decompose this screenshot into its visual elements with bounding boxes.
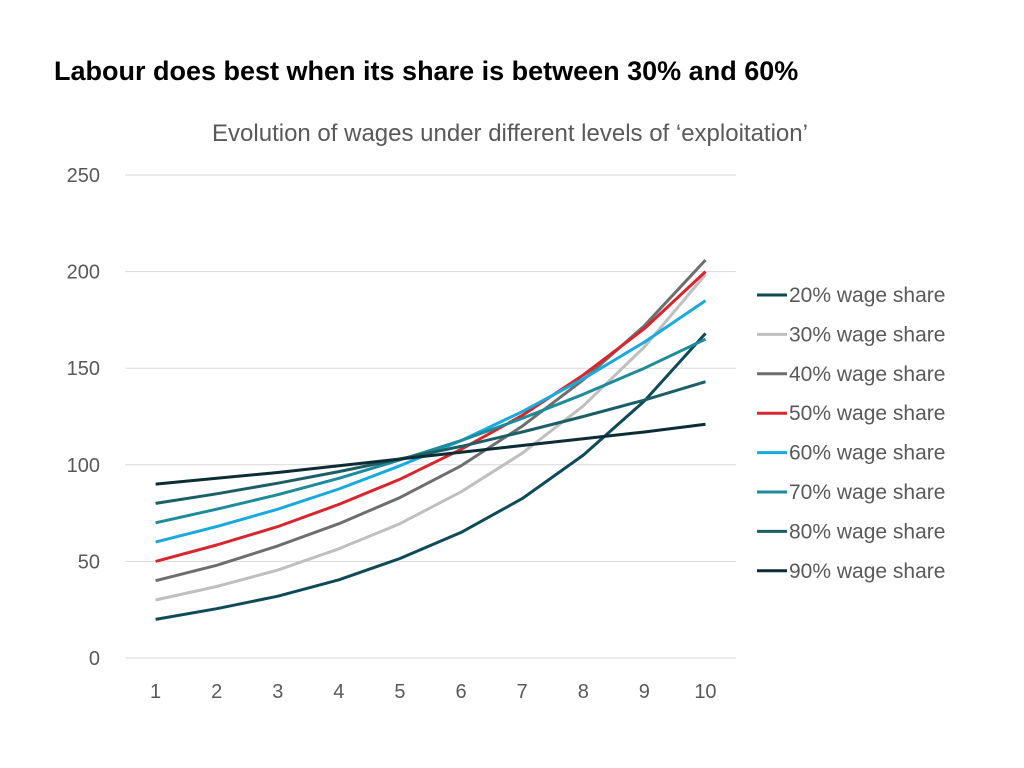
y-tick-label: 150 <box>67 358 100 380</box>
series-line <box>155 422 706 486</box>
y-tick-label: 250 <box>67 165 100 187</box>
legend-label: 40% wage share <box>789 363 945 386</box>
legend-label: 70% wage share <box>789 481 945 504</box>
x-tick-label: 4 <box>333 681 344 703</box>
series-line <box>155 380 706 505</box>
series-lines <box>155 258 707 621</box>
legend-label: 20% wage share <box>789 284 945 307</box>
legend-label: 60% wage share <box>789 442 945 465</box>
y-tick-label: 200 <box>67 262 100 284</box>
x-tick-label: 2 <box>211 681 222 703</box>
legend-label: 90% wage share <box>789 560 945 583</box>
x-tick-label: 5 <box>394 681 405 703</box>
series-line <box>155 270 707 563</box>
legend: 20% wage share 30% wage share 40% wage sha… <box>757 284 945 583</box>
x-axis-ticks: 1 2 3 4 5 6 7 8 9 10 <box>150 681 717 703</box>
legend-item: 70% wage share <box>757 481 945 504</box>
x-tick-label: 8 <box>578 681 589 703</box>
legend-item: 40% wage share <box>757 363 945 386</box>
x-tick-label: 6 <box>455 681 466 703</box>
y-tick-label: 0 <box>89 648 100 670</box>
series-line <box>155 273 707 602</box>
legend-label: 50% wage share <box>789 402 945 425</box>
legend-item: 50% wage share <box>757 402 945 425</box>
series-line <box>155 337 707 525</box>
legend-label: 80% wage share <box>789 520 945 543</box>
x-tick-label: 3 <box>272 681 283 703</box>
y-tick-label: 100 <box>67 455 100 477</box>
y-tick-label: 50 <box>78 551 100 573</box>
x-tick-label: 10 <box>694 681 716 703</box>
y-axis-ticks: 0 50 100 150 200 250 <box>67 165 100 670</box>
x-tick-label: 1 <box>150 681 161 703</box>
series-line <box>155 332 707 621</box>
legend-item: 20% wage share <box>757 284 945 307</box>
legend-item: 80% wage share <box>757 520 945 543</box>
slide-title: Labour does best when its share is betwe… <box>54 56 799 86</box>
legend-item: 30% wage share <box>757 323 945 346</box>
chart-title: Evolution of wages under different level… <box>212 120 808 147</box>
x-tick-label: 9 <box>639 681 650 703</box>
x-tick-label: 7 <box>517 681 528 703</box>
legend-item: 60% wage share <box>757 442 945 465</box>
legend-item: 90% wage share <box>757 560 945 583</box>
legend-label: 30% wage share <box>789 323 945 346</box>
